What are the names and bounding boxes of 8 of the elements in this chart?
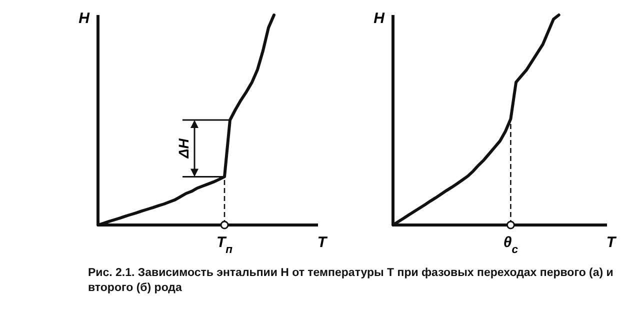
y-axis-title: H xyxy=(78,10,91,27)
x-axis-title: T xyxy=(606,234,618,251)
annotation: θ$_{c}$ xyxy=(503,234,519,256)
annotation: ΔH xyxy=(176,138,192,160)
x-axis-title: T xyxy=(317,234,328,251)
text: Рис. 2.1. Зависимость энтальпии H от температуры T при фазовых переходах первого (а) и второго (б) рода xyxy=(88,266,614,296)
y-axis-title: H xyxy=(374,10,386,27)
annotation: T$_{п}$ xyxy=(216,234,233,256)
